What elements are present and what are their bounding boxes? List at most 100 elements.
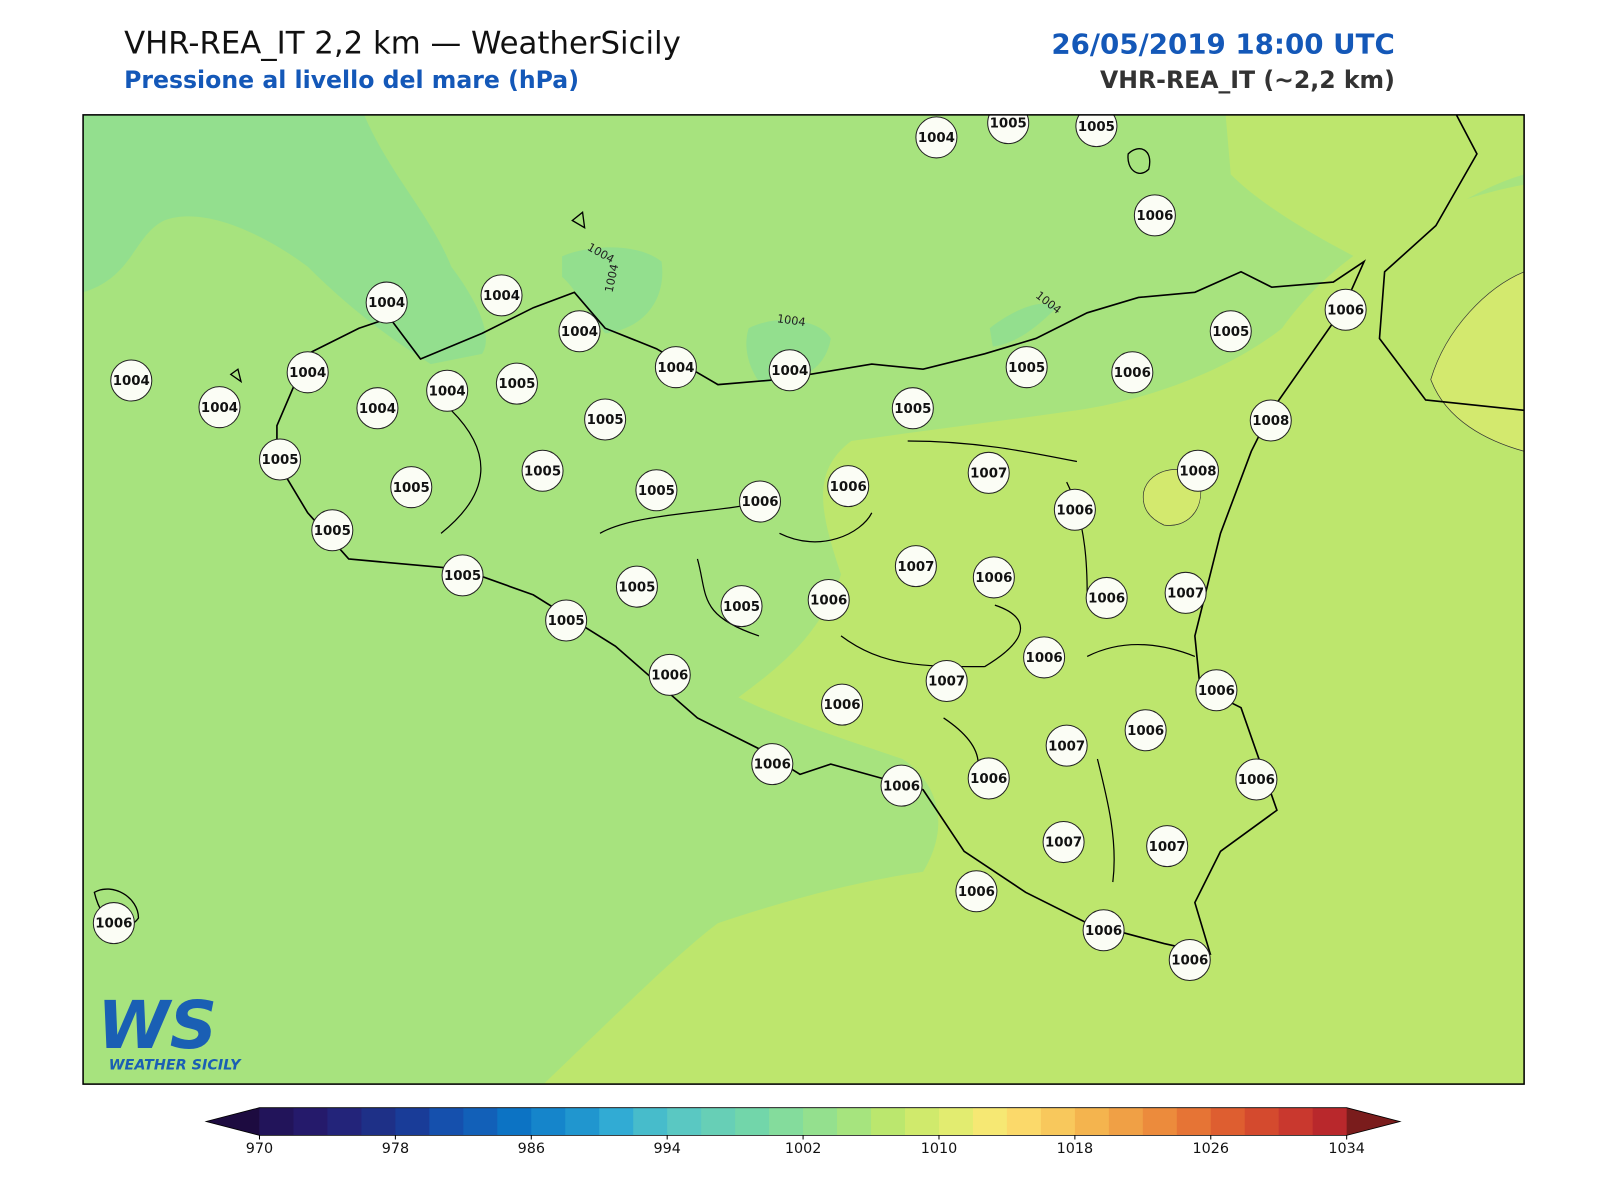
station: 1006 xyxy=(972,556,1015,599)
station-value: 1005 xyxy=(1212,325,1249,340)
station: 1005 xyxy=(258,438,302,481)
station-marker xyxy=(891,387,934,430)
station-marker xyxy=(1023,636,1066,679)
station-marker xyxy=(967,757,1010,800)
station: 1005 xyxy=(635,469,678,512)
colorbar-under xyxy=(206,1107,260,1136)
station: 1006 xyxy=(1235,758,1278,801)
station-marker xyxy=(1082,909,1125,952)
station-value: 1007 xyxy=(1048,739,1085,754)
station-marker xyxy=(827,465,870,508)
colorbar-tick-label: 994 xyxy=(653,1141,680,1157)
station-marker xyxy=(720,585,763,628)
station: 1005 xyxy=(584,398,627,441)
station: 1007 xyxy=(925,660,968,703)
station-value: 1004 xyxy=(918,131,955,146)
colorbar-bin xyxy=(837,1107,872,1136)
station-value: 1005 xyxy=(498,377,535,392)
station-value: 1005 xyxy=(444,569,481,584)
station-value: 1004 xyxy=(113,374,150,389)
station-value: 1005 xyxy=(990,117,1027,132)
colorbar-bin xyxy=(531,1107,566,1136)
station-value: 1007 xyxy=(897,560,934,575)
station-value: 1006 xyxy=(810,594,847,609)
station-value: 1006 xyxy=(1114,366,1151,381)
station-marker xyxy=(495,362,538,405)
contour-label: 1004 xyxy=(776,312,806,329)
station: 1005 xyxy=(1209,310,1252,353)
colorbar-bin xyxy=(871,1107,906,1136)
station-marker xyxy=(1005,346,1048,389)
station: 1006 xyxy=(1324,288,1367,331)
station-value: 1005 xyxy=(261,453,298,468)
station: 1005 xyxy=(545,599,588,642)
map-frame xyxy=(82,114,1525,1085)
station: 1004 xyxy=(915,116,958,159)
station-marker xyxy=(894,545,937,588)
station: 1007 xyxy=(894,545,937,588)
station-marker xyxy=(545,599,588,642)
station-value: 1007 xyxy=(1045,836,1082,851)
station: 1006 xyxy=(1085,576,1128,619)
station-value: 1006 xyxy=(95,917,132,932)
station: 1005 xyxy=(1005,346,1048,389)
station: 1006 xyxy=(92,902,135,945)
field-1008 xyxy=(1142,271,1525,526)
station-marker xyxy=(880,764,923,807)
colorbar-bin xyxy=(633,1107,668,1136)
station-value: 1007 xyxy=(1149,840,1186,855)
station: 1005 xyxy=(495,362,538,405)
station-value: 1004 xyxy=(771,364,808,379)
title: VHR-REA_IT 2,2 km — WeatherSicily xyxy=(124,25,681,61)
colorbar-bin xyxy=(735,1107,770,1136)
colorbar-bin xyxy=(1312,1107,1348,1136)
colorbar-bin xyxy=(972,1107,1008,1136)
colorbar-bin xyxy=(667,1107,702,1136)
station-marker xyxy=(1209,310,1252,353)
station-value: 1006 xyxy=(1127,724,1164,739)
colorbar-tick-label: 1026 xyxy=(1193,1141,1230,1157)
station: 1005 xyxy=(615,565,658,608)
station-value: 1006 xyxy=(958,885,995,900)
station: 1006 xyxy=(1053,488,1096,531)
station-marker xyxy=(768,349,811,392)
colorbar-bin xyxy=(1108,1107,1144,1136)
station: 1004 xyxy=(356,387,399,430)
station: 1004 xyxy=(286,351,329,394)
station-value: 1005 xyxy=(1008,361,1045,376)
station-marker xyxy=(1111,351,1154,394)
station-value: 1005 xyxy=(1078,120,1115,135)
station-value: 1006 xyxy=(970,772,1007,787)
station-value: 1006 xyxy=(823,698,860,713)
logo-mark: WS xyxy=(97,988,217,1064)
subtitle: Pressione al livello del mare (hPa) xyxy=(124,66,579,94)
colorbar-bin xyxy=(905,1107,940,1136)
station: 1005 xyxy=(720,585,763,628)
colorbar-bin xyxy=(938,1107,974,1136)
colorbar-bin xyxy=(803,1107,838,1136)
station: 1005 xyxy=(441,554,484,597)
station-marker xyxy=(110,359,153,402)
colorbar-over xyxy=(1346,1107,1400,1136)
station-value: 1006 xyxy=(1238,773,1275,788)
colorbar-bin xyxy=(361,1107,396,1136)
station-marker xyxy=(635,469,678,512)
station-value: 1007 xyxy=(1167,586,1204,601)
station-value: 1006 xyxy=(883,779,920,794)
colorbar-bin xyxy=(497,1107,532,1136)
station-marker xyxy=(1176,449,1219,492)
model-label: VHR-REA_IT (~2,2 km) xyxy=(1100,66,1395,94)
station-marker xyxy=(258,438,302,481)
station: 1006 xyxy=(880,764,923,807)
station-marker xyxy=(1235,758,1278,801)
station-marker xyxy=(1168,938,1211,982)
colorbar-bin xyxy=(1074,1107,1110,1136)
station: 1008 xyxy=(1176,449,1219,492)
colorbar-bin xyxy=(1040,1107,1076,1136)
station-marker xyxy=(821,683,864,726)
station: 1006 xyxy=(738,480,782,523)
station-marker xyxy=(1324,288,1367,331)
station: 1006 xyxy=(751,743,794,786)
colorbar-tick-label: 1018 xyxy=(1057,1141,1094,1157)
